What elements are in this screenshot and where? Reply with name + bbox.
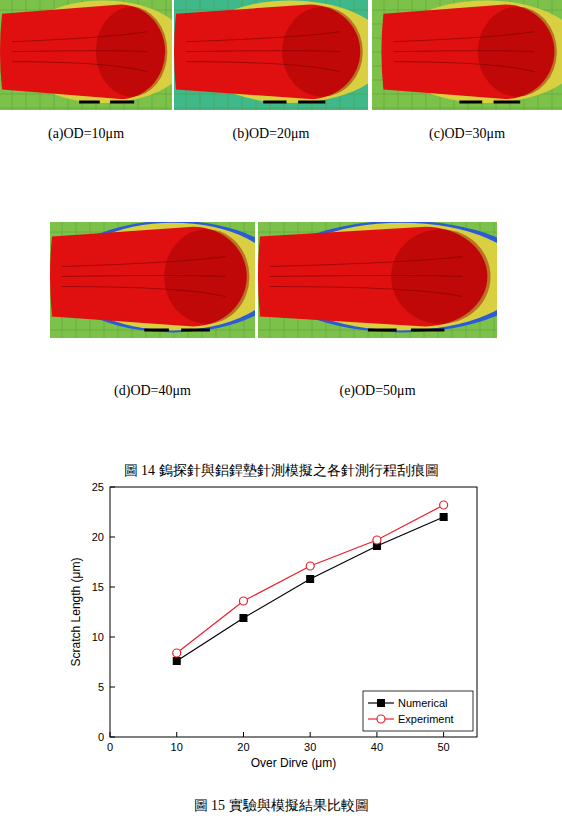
scale-bar — [79, 101, 100, 104]
contour-line — [393, 32, 534, 42]
panel-caption: (d)OD=40μm — [114, 383, 191, 399]
legend-box — [363, 691, 473, 731]
x-tick-label: 20 — [237, 741, 249, 753]
y-tick — [110, 637, 115, 638]
panel-caption: (e)OD=50μm — [339, 383, 415, 399]
x-tick-label: 0 — [107, 741, 113, 753]
probe-tip — [478, 7, 557, 97]
x-tick — [310, 732, 311, 737]
mesh-line — [0, 108, 172, 109]
x-tick-label: 30 — [304, 741, 316, 753]
contour-line — [186, 62, 340, 72]
y-tick-label: 20 — [92, 531, 104, 543]
y-tick — [110, 587, 115, 588]
y-tick — [110, 737, 115, 738]
plot-area — [173, 501, 448, 665]
series-line — [177, 517, 444, 661]
x-tick — [376, 732, 377, 737]
x-tick-label: 10 — [171, 741, 183, 753]
scale-bar — [298, 101, 325, 104]
scale-bar — [494, 101, 521, 104]
scale-bar — [263, 101, 286, 104]
chart-ground — [0, 482, 562, 782]
plot-frame — [110, 487, 477, 737]
sim-panel — [174, 0, 368, 110]
contour-line — [393, 51, 534, 52]
contour-line — [393, 62, 534, 72]
panel-caption: (c)OD=30μm — [429, 126, 505, 142]
probe-tip — [391, 229, 490, 324]
scale-bar — [110, 101, 134, 104]
y-tick-label: 0 — [98, 731, 104, 743]
marker-square — [440, 514, 447, 521]
probe-tip — [96, 7, 168, 97]
y-axis-title: Scratch Length (μm) — [69, 558, 83, 667]
y-tick — [110, 687, 115, 688]
marker-square — [307, 576, 314, 583]
probe-tip — [282, 7, 363, 97]
x-tick — [176, 732, 177, 737]
contour-line — [270, 287, 463, 297]
y-tick — [110, 537, 115, 538]
y-tick-label: 5 — [98, 681, 104, 693]
legend-marker — [377, 715, 385, 723]
legend-marker — [378, 700, 385, 707]
scale-bar — [368, 329, 397, 332]
figure-caption: 圖 15 實驗與模擬結果比較圖 — [194, 798, 369, 813]
contour-line — [270, 257, 463, 267]
marker-open-circle — [373, 536, 381, 544]
panel-caption: (a)OD=10μm — [48, 126, 124, 142]
contour-line — [270, 276, 463, 277]
contour-line — [186, 51, 340, 52]
figure-caption: 圖 14 鎢探針與鋁銲墊針測模擬之各針測行程刮痕圖 — [124, 463, 439, 478]
y-tick-label: 25 — [92, 481, 104, 493]
marker-square — [240, 615, 247, 622]
mesh-line — [50, 330, 255, 331]
sim-panel — [50, 222, 255, 338]
contour-line — [62, 276, 225, 277]
probe-tip — [164, 229, 249, 324]
contour-line — [62, 287, 225, 297]
scale-bar — [181, 329, 210, 332]
mesh-line — [258, 330, 497, 331]
legend-label: Experiment — [398, 713, 454, 725]
marker-open-circle — [239, 597, 247, 605]
marker-open-circle — [173, 649, 181, 657]
contour-line — [12, 62, 147, 72]
x-axis-title: Over Dirve (μm) — [251, 756, 337, 770]
series-line — [177, 505, 444, 653]
contour-line — [12, 51, 147, 52]
sim-panel — [0, 0, 172, 110]
page: (a)OD=10μm (b)OD=20μm (c)OD=30μm (d)OD=40μm… — [0, 0, 562, 825]
marker-square — [173, 658, 180, 665]
scale-bar — [459, 101, 482, 104]
y-tick-label: 15 — [92, 581, 104, 593]
sim-panel — [258, 222, 497, 338]
x-tick-label: 50 — [438, 741, 450, 753]
legend-label: Numerical — [398, 697, 448, 709]
x-tick-label: 40 — [371, 741, 383, 753]
scale-bar — [144, 329, 169, 332]
mesh-line — [372, 108, 562, 109]
mesh-line — [174, 108, 368, 109]
sim-panel — [372, 0, 562, 110]
scale-bar — [411, 329, 444, 332]
x-tick — [443, 732, 444, 737]
y-tick — [110, 487, 115, 488]
legend: Numerical Experiment — [363, 691, 473, 731]
y-tick-label: 10 — [92, 631, 104, 643]
panel-caption: (b)OD=20μm — [233, 126, 310, 142]
x-tick — [243, 732, 244, 737]
marker-open-circle — [306, 562, 314, 570]
x-tick — [110, 732, 111, 737]
contour-line — [12, 32, 147, 42]
marker-open-circle — [440, 501, 448, 509]
contour-line — [186, 32, 340, 42]
contour-line — [62, 257, 225, 267]
